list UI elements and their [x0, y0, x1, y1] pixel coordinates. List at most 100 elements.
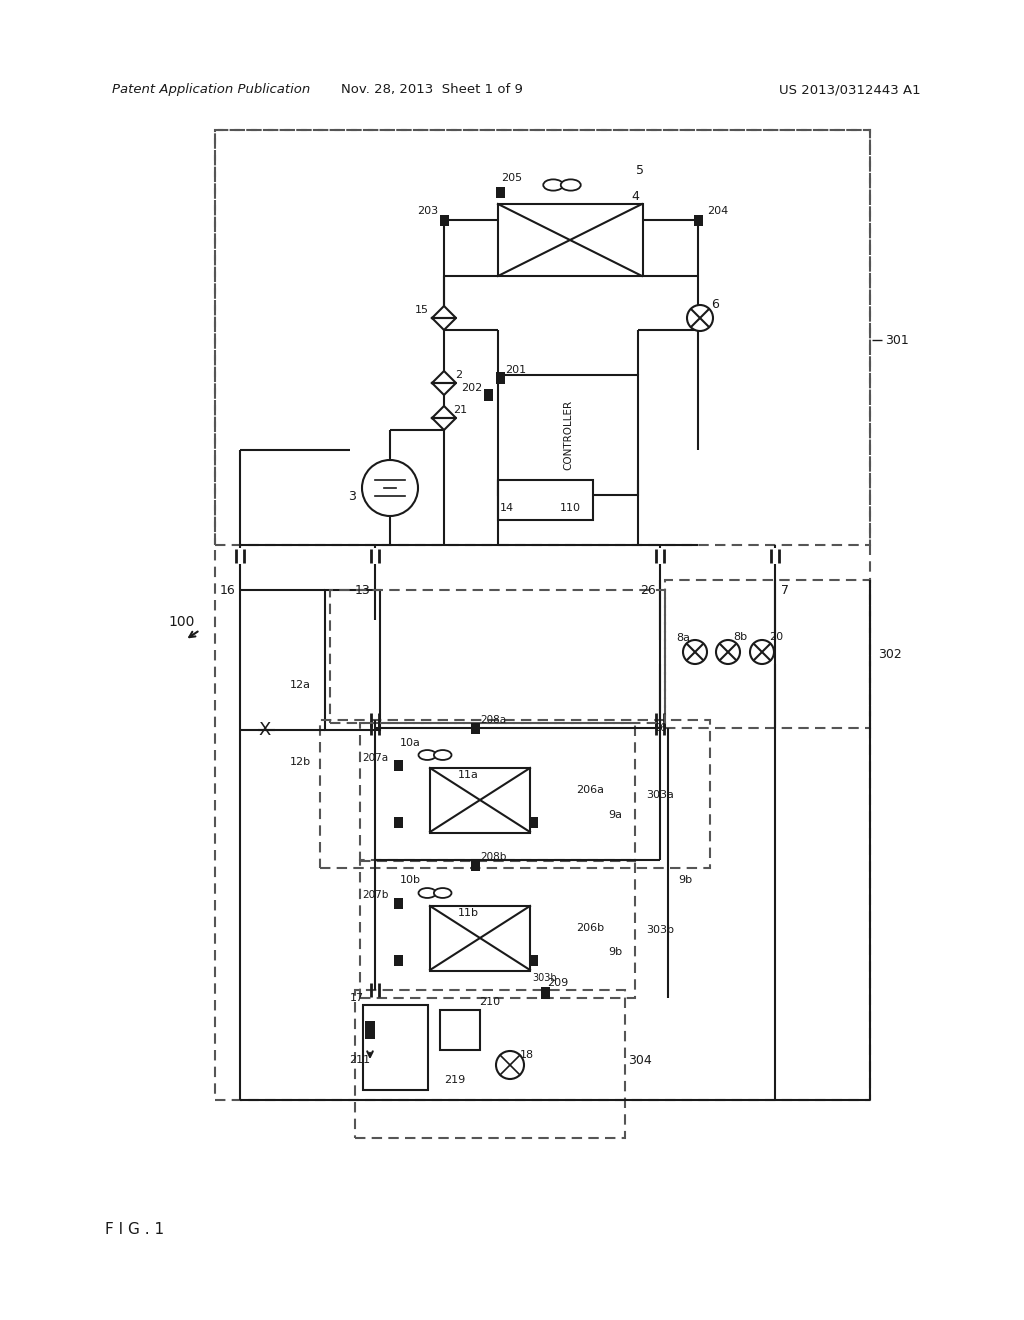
Text: Patent Application Publication: Patent Application Publication [112, 83, 310, 96]
Text: 207b: 207b [361, 890, 388, 900]
Ellipse shape [419, 750, 436, 760]
Bar [498, 480, 593, 520]
Text: X: X [259, 721, 271, 739]
Bar [330, 590, 665, 723]
Ellipse shape [561, 180, 581, 190]
Text: 209: 209 [548, 978, 568, 987]
Bar [528, 954, 538, 965]
Text: 303a: 303a [646, 789, 674, 800]
Text: 7: 7 [781, 583, 790, 597]
Text: 100: 100 [168, 615, 195, 630]
Text: 301: 301 [885, 334, 908, 346]
Circle shape [683, 640, 707, 664]
Circle shape [362, 459, 418, 516]
Bar [496, 372, 505, 384]
Text: 9b: 9b [678, 875, 692, 884]
Text: 201: 201 [506, 366, 526, 375]
Circle shape [496, 1051, 524, 1078]
Text: 207a: 207a [361, 752, 388, 763]
Text: 304: 304 [628, 1053, 652, 1067]
Bar [541, 987, 550, 999]
Bar [498, 205, 643, 276]
Bar [541, 987, 550, 998]
Ellipse shape [419, 888, 436, 898]
Text: 5: 5 [636, 164, 644, 177]
Text: 204: 204 [708, 206, 729, 216]
Text: 12b: 12b [290, 756, 310, 767]
Bar [393, 954, 402, 965]
Text: US 2013/0312443 A1: US 2013/0312443 A1 [779, 83, 921, 96]
Text: 2: 2 [456, 370, 463, 380]
Text: 110: 110 [559, 503, 581, 513]
Ellipse shape [544, 180, 563, 190]
Text: 303b: 303b [532, 973, 557, 983]
Text: 4: 4 [631, 190, 639, 202]
Text: 26: 26 [653, 723, 667, 733]
Text: 16: 16 [220, 583, 236, 597]
Bar [319, 719, 710, 869]
Ellipse shape [434, 750, 452, 760]
Text: 17: 17 [350, 993, 365, 1003]
Text: 20: 20 [769, 632, 783, 642]
Text: 11a: 11a [458, 770, 478, 780]
Text: 13: 13 [355, 583, 371, 597]
Text: 208b: 208b [480, 851, 506, 862]
Text: Nov. 28, 2013  Sheet 1 of 9: Nov. 28, 2013 Sheet 1 of 9 [341, 83, 523, 96]
Text: 9a: 9a [608, 810, 622, 820]
Text: 14: 14 [500, 503, 514, 513]
Text: 11b: 11b [458, 908, 478, 917]
Text: 208a: 208a [480, 715, 506, 725]
Text: 8b: 8b [733, 632, 748, 642]
Text: 15: 15 [415, 305, 429, 315]
Bar [483, 389, 493, 401]
Text: 18: 18 [520, 1049, 535, 1060]
Text: 303b: 303b [646, 925, 674, 935]
Text: 10b: 10b [399, 875, 421, 884]
Text: 206a: 206a [575, 785, 604, 795]
Bar [470, 859, 479, 870]
Bar [528, 817, 538, 828]
Bar [365, 1020, 375, 1039]
Text: 219: 219 [444, 1074, 466, 1085]
Text: 205: 205 [502, 173, 522, 183]
Circle shape [750, 640, 774, 664]
Text: 202: 202 [462, 383, 482, 393]
Bar [693, 214, 702, 226]
Text: CONTROLLER: CONTROLLER [563, 400, 573, 470]
Text: 8a: 8a [676, 634, 690, 643]
Text: 302: 302 [878, 648, 902, 661]
Bar [215, 129, 870, 1100]
Text: 21: 21 [453, 405, 467, 414]
Bar [215, 129, 870, 545]
Bar [360, 861, 635, 998]
Text: 210: 210 [479, 997, 501, 1007]
Bar [393, 817, 402, 828]
Text: 206b: 206b [575, 923, 604, 933]
Text: F I G . 1: F I G . 1 [105, 1222, 164, 1238]
Bar [393, 759, 402, 771]
Bar [496, 186, 505, 198]
Text: 6: 6 [711, 298, 719, 312]
Bar [360, 723, 635, 861]
Bar [325, 590, 380, 730]
Ellipse shape [434, 888, 452, 898]
Text: 12a: 12a [290, 680, 310, 690]
Text: 26: 26 [640, 583, 656, 597]
Text: 3: 3 [348, 490, 356, 503]
Bar [362, 1005, 428, 1090]
Circle shape [687, 305, 713, 331]
Bar [430, 768, 530, 833]
Bar [393, 898, 402, 908]
Text: 211: 211 [349, 1055, 371, 1065]
Bar [430, 906, 530, 972]
Bar [440, 1010, 480, 1049]
Circle shape [716, 640, 740, 664]
Bar [355, 990, 625, 1138]
Text: 203: 203 [418, 206, 438, 216]
Text: 10a: 10a [399, 738, 421, 748]
Bar [470, 722, 479, 734]
Text: 9b: 9b [608, 946, 622, 957]
Bar [498, 375, 638, 495]
Bar [439, 214, 449, 226]
Bar [665, 579, 870, 729]
